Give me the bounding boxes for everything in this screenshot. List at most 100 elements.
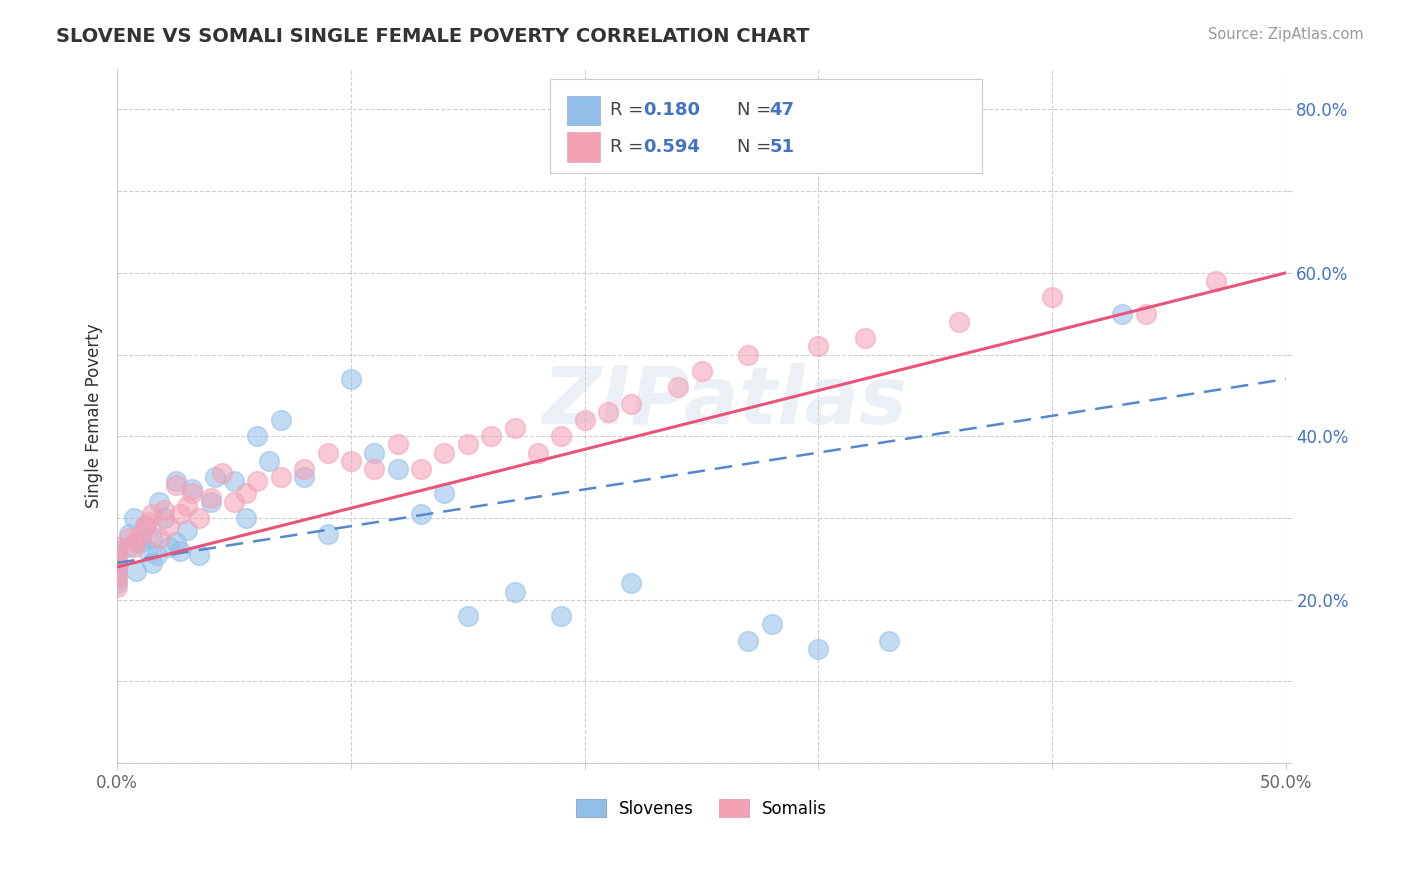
Point [136,515,159,529]
Point [153,511,176,525]
Point [125,564,148,578]
Point [141,556,163,570]
Point [141,532,163,546]
Point [246,429,269,443]
Point [129,535,152,549]
Point [105,564,128,578]
Point [340,372,363,386]
Point [105,568,128,582]
Point [176,499,198,513]
Point [129,527,152,541]
Point [292,470,315,484]
Point [877,633,900,648]
Point [363,445,385,459]
Point [690,364,713,378]
Point [200,494,222,508]
Point [270,470,292,484]
Point [550,429,572,443]
Point [204,470,226,484]
Text: 47: 47 [769,101,794,120]
Point [316,445,339,459]
Point [620,576,643,591]
Point [148,494,170,508]
Point [292,462,315,476]
Y-axis label: Single Female Poverty: Single Female Poverty [86,324,103,508]
Point [235,486,257,500]
Point [118,532,141,546]
Point [157,540,180,554]
FancyBboxPatch shape [567,95,600,126]
Point [387,437,409,451]
Point [235,511,257,525]
Point [246,474,269,488]
Point [105,576,128,591]
Point [222,474,245,488]
Point [222,494,245,508]
Point [105,540,128,554]
Point [479,429,502,443]
Point [527,445,550,459]
Point [620,396,643,410]
Text: Source: ZipAtlas.com: Source: ZipAtlas.com [1208,27,1364,42]
Point [409,507,432,521]
Point [340,454,363,468]
Point [807,339,830,353]
Text: N =: N = [737,101,776,120]
Point [188,548,211,562]
Text: SLOVENE VS SOMALI SINGLE FEMALE POVERTY CORRELATION CHART: SLOVENE VS SOMALI SINGLE FEMALE POVERTY … [56,27,810,45]
Text: R =: R = [610,101,650,120]
Point [596,405,619,419]
Point [363,462,385,476]
Text: ZIPatlas: ZIPatlas [543,363,907,441]
Point [169,543,191,558]
Point [148,532,170,546]
Point [105,543,128,558]
Legend: Slovenes, Somalis: Slovenes, Somalis [569,792,834,824]
Point [257,454,280,468]
Point [433,486,456,500]
Point [181,486,204,500]
Point [737,633,759,648]
Point [188,511,211,525]
Point [457,437,479,451]
Point [316,527,339,541]
Point [122,511,145,525]
Point [807,641,830,656]
Text: N =: N = [737,138,776,156]
Point [134,519,156,533]
Point [136,543,159,558]
Text: 51: 51 [769,138,794,156]
FancyBboxPatch shape [550,78,981,173]
Point [433,445,456,459]
Point [105,548,128,562]
Point [169,507,191,521]
Point [200,491,222,505]
Point [165,478,187,492]
Point [550,609,572,624]
Point [118,540,141,554]
Point [409,462,432,476]
Point [503,584,526,599]
Point [574,413,596,427]
FancyBboxPatch shape [567,132,600,162]
Point [105,560,128,574]
Point [666,380,689,394]
Point [1205,274,1227,288]
Point [157,519,180,533]
Point [146,548,169,562]
Text: 0.594: 0.594 [643,138,700,156]
Point [134,519,156,533]
Point [1040,290,1063,304]
Text: 0.180: 0.180 [643,101,700,120]
Point [457,609,479,624]
Point [176,523,198,537]
Point [105,556,128,570]
Point [270,413,292,427]
Point [1111,307,1133,321]
Point [211,466,233,480]
Text: R =: R = [610,138,650,156]
Point [853,331,876,345]
Point [105,581,128,595]
Point [737,347,759,361]
Point [105,572,128,586]
